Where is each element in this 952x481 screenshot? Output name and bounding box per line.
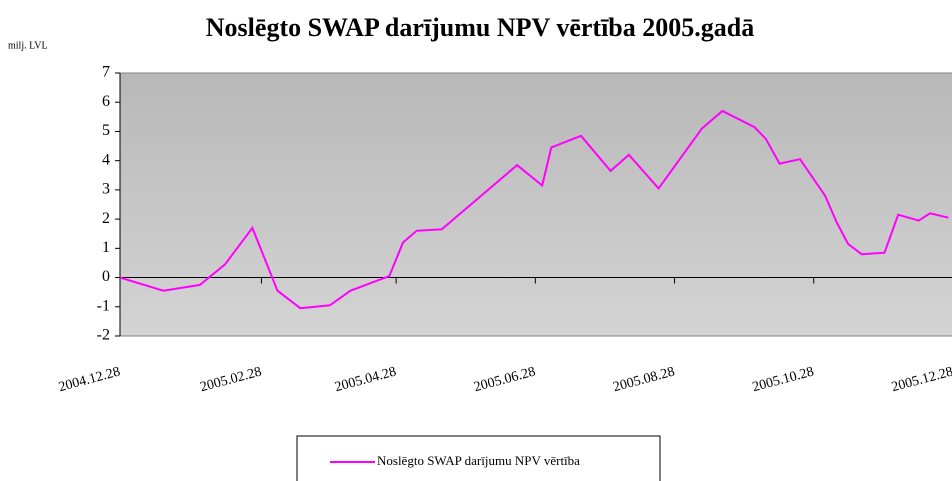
data-line (119, 109, 949, 310)
y-tick-label: 5 (102, 122, 110, 139)
y-tick-label: 7 (102, 64, 110, 81)
y-tick-label: 6 (102, 93, 110, 110)
y-tick-label: 4 (102, 151, 110, 168)
y-tick-label: -1 (97, 297, 110, 314)
x-tick-label: 2004.12.28 (57, 364, 122, 395)
y-tick-label: 1 (102, 239, 110, 256)
x-tick-label: 2005.12.28 (890, 364, 952, 395)
x-tick-label: 2005.06.28 (472, 364, 537, 395)
y-tick-label: 2 (102, 210, 110, 227)
y-tick-label: 0 (102, 268, 110, 285)
x-tick-label: 2005.08.28 (612, 364, 677, 395)
y-tick-label: 3 (102, 181, 110, 198)
legend-label: Noslēgto SWAP darījumu NPV vērtība (377, 453, 580, 468)
x-tick-label: 2005.10.28 (751, 364, 816, 395)
x-tick-label: 2005.04.28 (333, 364, 398, 395)
x-tick-label: 2005.02.28 (199, 364, 264, 395)
chart-title: Noslēgto SWAP darījumu NPV vērtība 2005.… (206, 13, 754, 42)
y-axis-label: milj. LVL (8, 40, 48, 51)
y-tick-label: -2 (97, 327, 110, 344)
plot-area (119, 72, 952, 337)
legend-box (296, 435, 661, 481)
